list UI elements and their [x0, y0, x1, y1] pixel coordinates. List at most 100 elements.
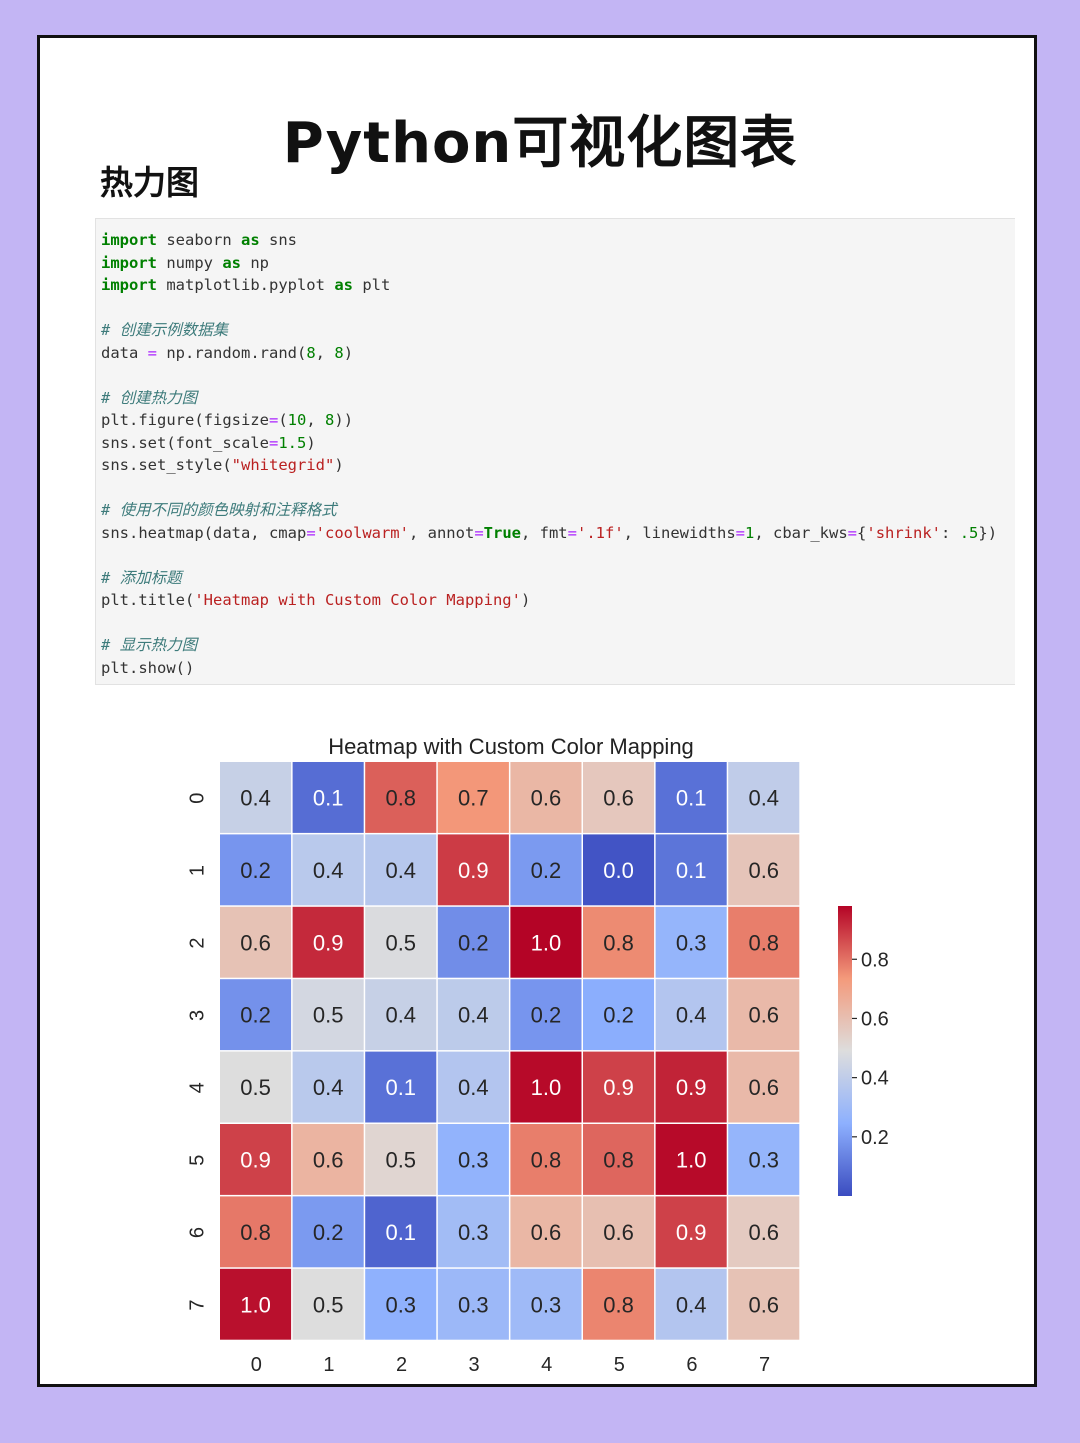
x-axis-labels: 0 1 2 3 4 5 6 7 [251, 1354, 770, 1376]
cell-annotation: 0.8 [603, 1147, 634, 1172]
cell-annotation: 0.4 [458, 1075, 489, 1100]
cell-annotation: 0.6 [748, 1075, 779, 1100]
cell-annotation: 0.6 [748, 1292, 779, 1317]
cell-annotation: 0.2 [531, 1003, 562, 1028]
x-tick-label: 0 [251, 1354, 262, 1376]
heatmap-cell [437, 979, 509, 1051]
content-card: Python可视化图表 热力图 import seaborn as sns im… [37, 35, 1037, 1387]
cell-annotation: 0.2 [531, 858, 562, 883]
heatmap-cell [292, 1124, 364, 1195]
x-tick-label: 2 [396, 1354, 407, 1376]
heatmap-chart: Heatmap with Custom Color Mapping 0.4 0.1… [186, 734, 889, 1376]
heatmap-cell [437, 906, 509, 978]
cell-annotation: 0.4 [385, 858, 416, 883]
cell-annotation: 0.1 [385, 1220, 416, 1245]
cell-annotation: 0.4 [313, 858, 344, 883]
colorbar: 0.2 0.4 0.6 0.8 [838, 906, 889, 1196]
y-tick-label: 6 [186, 1227, 208, 1238]
cell-annotation: 0.1 [676, 785, 707, 810]
cell-annotation: 0.2 [603, 1003, 634, 1028]
cell-annotation: 0.6 [531, 1220, 562, 1245]
cell-annotation: 0.1 [385, 1075, 416, 1100]
heatmap-cell [437, 1196, 509, 1268]
cell-annotation: 0.9 [676, 1220, 707, 1245]
heatmap-cell [655, 834, 727, 906]
cell-annotation: 0.0 [603, 858, 634, 883]
y-tick-label: 3 [186, 1010, 208, 1021]
x-tick-label: 4 [541, 1354, 552, 1376]
code-line-heatmap: sns.heatmap(data, cmap='coolwarm', annot… [101, 523, 998, 542]
heatmap-cell [510, 1124, 582, 1195]
heatmap-cell [437, 834, 509, 906]
heatmap-cell [583, 762, 655, 833]
cell-annotation: 0.4 [676, 1003, 707, 1028]
cell-annotation: 0.8 [603, 930, 634, 955]
code-block[interactable]: import seaborn as sns import numpy as np… [95, 218, 1015, 685]
colorbar-tick-label: 0.4 [861, 1068, 889, 1090]
heatmap-annotations: 0.4 0.1 0.8 0.7 0.6 0.6 0.1 0.4 0.2 0.4 0.4 0.9 0.2 0… [240, 785, 779, 1317]
cell-annotation: 1.0 [676, 1147, 707, 1172]
heatmap-cell [292, 906, 364, 978]
heatmap-cell [655, 979, 727, 1051]
cell-annotation: 0.9 [676, 1075, 707, 1100]
heatmap-cell [510, 1268, 582, 1340]
cell-annotation: 0.4 [240, 785, 271, 810]
cell-annotation: 0.8 [385, 785, 416, 810]
heatmap-cell [365, 1051, 437, 1123]
heatmap-cell [365, 1196, 437, 1268]
cell-annotation: 0.5 [313, 1003, 344, 1028]
heatmap-cell [583, 979, 655, 1051]
heatmap-cell [728, 762, 800, 833]
cell-annotation: 0.6 [748, 1220, 779, 1245]
cell-annotation: 0.2 [240, 858, 271, 883]
heatmap-cell [583, 834, 655, 906]
cell-annotation: 0.1 [313, 785, 344, 810]
cell-annotation: 0.2 [313, 1220, 344, 1245]
code-line-figure: plt.figure(figsize=(10, 8)) [101, 411, 354, 429]
cell-annotation: 0.3 [458, 1147, 489, 1172]
cell-annotation: 0.9 [313, 930, 344, 955]
x-tick-label: 6 [686, 1354, 697, 1376]
cell-annotation: 1.0 [240, 1292, 271, 1317]
cell-annotation: 0.6 [748, 1003, 779, 1028]
x-tick-label: 3 [469, 1354, 480, 1376]
cell-annotation: 0.5 [240, 1075, 271, 1100]
cell-annotation: 0.9 [603, 1075, 634, 1100]
cell-annotation: 0.3 [676, 930, 707, 955]
heatmap-cell [583, 1051, 655, 1123]
heatmap-cell [510, 906, 582, 978]
heatmap-cell [220, 834, 292, 906]
heatmap-cell [510, 834, 582, 906]
heatmap-cell [510, 1051, 582, 1123]
heatmap-cell [220, 979, 292, 1051]
heatmap-cell [583, 1196, 655, 1268]
heatmap-cell [728, 1196, 800, 1268]
heatmap-cell [292, 979, 364, 1051]
y-tick-label: 2 [186, 937, 208, 948]
colorbar-tick-label: 0.8 [861, 949, 889, 971]
heatmap-cell [728, 906, 800, 978]
code-line-data: data = np.random.rand(8, 8) [101, 343, 354, 362]
cell-annotation: 0.6 [748, 858, 779, 883]
y-tick-label: 5 [186, 1155, 208, 1166]
heatmap-cell [728, 979, 800, 1051]
heatmap-cell [728, 834, 800, 906]
cell-annotation: 0.8 [748, 930, 779, 955]
code-line-import-matplotlib: import matplotlib.pyplot as plt [101, 276, 391, 294]
colorbar-gradient [838, 906, 852, 1196]
heatmap-cell [365, 1124, 437, 1195]
heatmap-cell [437, 1124, 509, 1195]
code-comment-cmap: # 使用不同的颜色映射和注释格式 [101, 501, 337, 519]
heatmap-cell [655, 1268, 727, 1340]
cell-annotation: 0.6 [603, 785, 634, 810]
heatmap-cell [510, 979, 582, 1051]
cell-annotation: 0.4 [748, 785, 779, 810]
heatmap-cell [728, 1124, 800, 1195]
cell-annotation: 0.9 [458, 858, 489, 883]
x-tick-label: 5 [614, 1354, 625, 1376]
cell-annotation: 0.3 [531, 1292, 562, 1317]
heatmap-cell [365, 834, 437, 906]
heatmap-cell [220, 906, 292, 978]
heatmap-cell [292, 1196, 364, 1268]
heatmap-cell [365, 762, 437, 833]
